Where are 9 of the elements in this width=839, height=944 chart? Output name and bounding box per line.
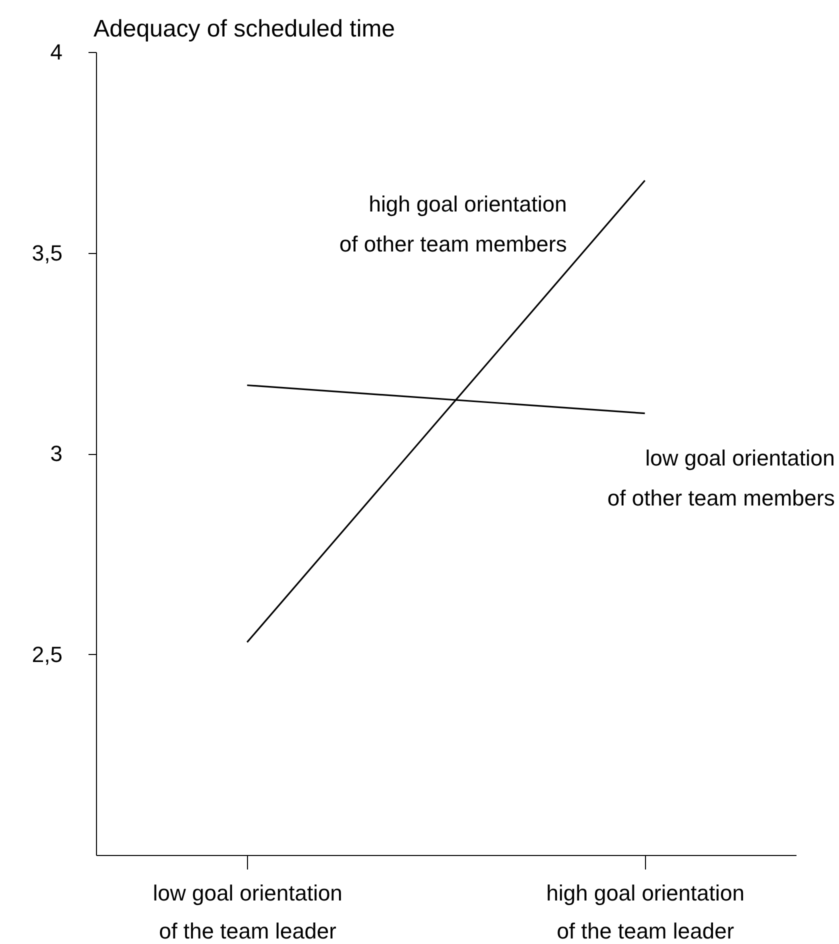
y-tick-label: 2,5 [32, 642, 62, 667]
y-tick-label: 3 [50, 441, 62, 466]
x-tick-label: high goal orientation of the team leader [546, 880, 744, 944]
y-axis-title: Adequacy of scheduled time [94, 16, 396, 42]
series-label: low goal orientation of other team members [607, 445, 835, 510]
y-tick-label: 4 [50, 40, 62, 64]
series-label: high goal orientation of other team members [339, 191, 567, 256]
y-tick-label: 3,5 [32, 240, 62, 266]
x-tick-label: low goal orientation of the team leader [152, 880, 342, 944]
